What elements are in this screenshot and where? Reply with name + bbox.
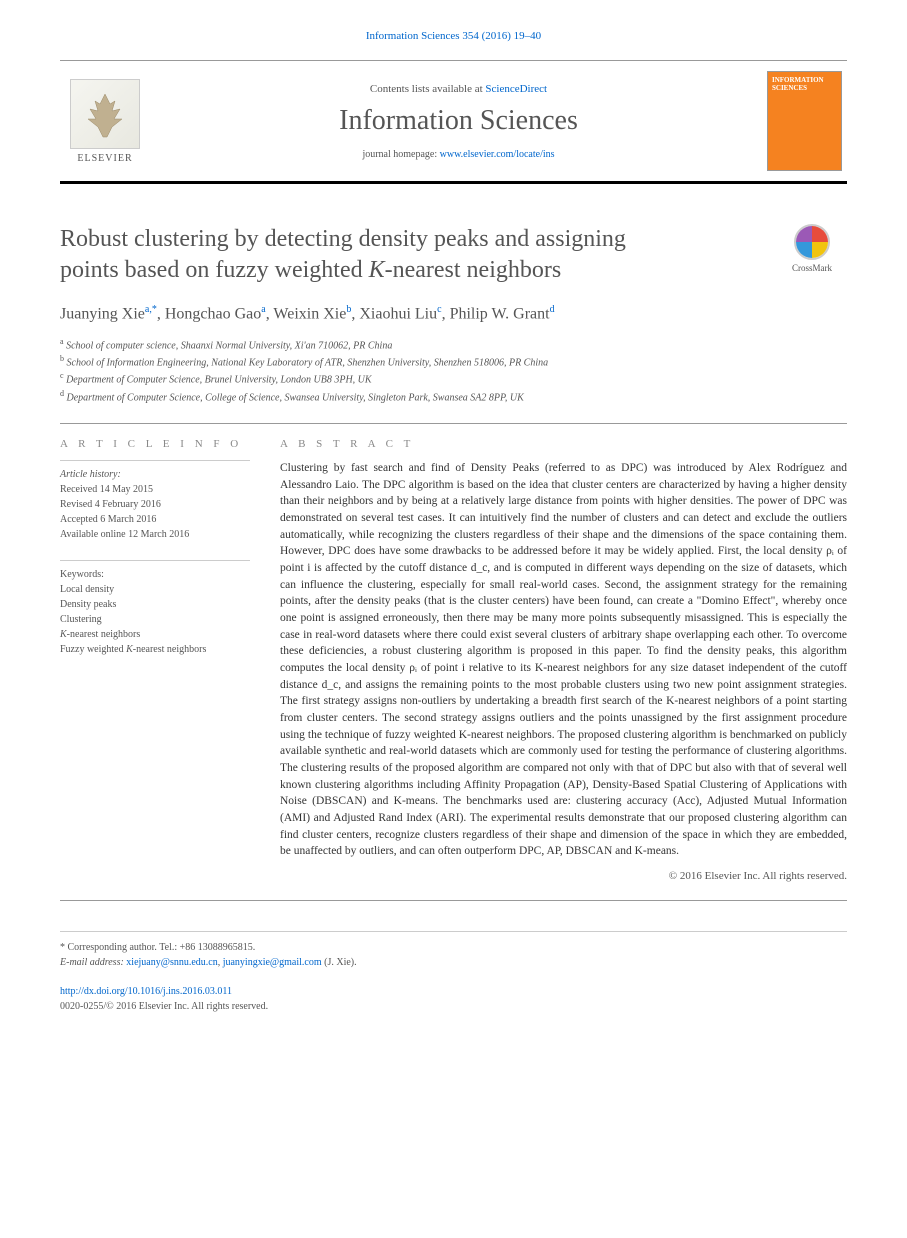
homepage-link[interactable]: www.elsevier.com/locate/ins [440,149,555,160]
history-received: Received 14 May 2015 [60,482,250,497]
title-line1: Robust clustering by detecting density p… [60,226,626,252]
paper-title: Robust clustering by detecting density p… [60,224,757,286]
abstract-heading: A B S T R A C T [280,438,847,450]
author-name: Hongchao Gao [165,306,261,323]
contents-prefix: Contents lists available at [370,83,485,95]
abstract-text: Clustering by fast search and find of De… [280,460,847,860]
sciencedirect-link[interactable]: ScienceDirect [485,83,547,95]
journal-banner: ELSEVIER Contents lists available at Sci… [60,60,847,184]
cover-title: INFORMATION SCIENCES [772,76,837,92]
history-online: Available online 12 March 2016 [60,527,250,542]
footer-block: * Corresponding author. Tel.: +86 130889… [60,931,847,1014]
banner-center: Contents lists available at ScienceDirec… [150,83,767,160]
section-divider [60,423,847,424]
keyword-item: Fuzzy weighted K-nearest neighbors [60,642,250,657]
abstract-copyright: © 2016 Elsevier Inc. All rights reserved… [280,870,847,882]
author-sup: d [550,304,555,315]
history-accepted: Accepted 6 March 2016 [60,512,250,527]
affiliation-line: d Department of Computer Science, Colleg… [60,388,847,405]
issn-line: 0020-0255/© 2016 Elsevier Inc. All right… [60,999,847,1014]
email-person: (J. Xie). [322,957,357,968]
title-italic-k: K [369,257,385,283]
title-line2-post: -nearest neighbors [385,257,562,283]
crossmark-badge[interactable]: CrossMark [777,224,847,273]
author-name: Weixin Xie [273,306,346,323]
author-name: Xiaohui Liu [359,306,437,323]
author-sup: b [346,304,351,315]
author-sup: a [261,304,265,315]
email-line: E-mail address: xiejuany@snnu.edu.cn, ju… [60,955,847,970]
author-name: Juanying Xie [60,306,145,323]
keyword-item: Local density [60,582,250,597]
author-name: Philip W. Grant [450,306,550,323]
journal-cover-block: INFORMATION SCIENCES [767,71,847,171]
abstract-col: A B S T R A C T Clustering by fast searc… [280,438,847,882]
title-line2-pre: points based on fuzzy weighted [60,257,369,283]
publisher-block: ELSEVIER [60,79,150,164]
journal-name: Information Sciences [170,105,747,137]
keyword-item: Clustering [60,612,250,627]
footer-divider [60,900,847,901]
article-info-heading: A R T I C L E I N F O [60,438,250,450]
history-block: Article history: Received 14 May 2015 Re… [60,460,250,542]
email-label: E-mail address: [60,957,126,968]
crossmark-icon [794,224,830,260]
author-sup: a,* [145,304,157,315]
crossmark-label: CrossMark [777,263,847,273]
header-citation: Information Sciences 354 (2016) 19–40 [60,30,847,42]
keywords-label: Keywords: [60,567,250,582]
homepage-prefix: journal homepage: [362,149,439,160]
homepage-line: journal homepage: www.elsevier.com/locat… [170,149,747,160]
journal-cover-thumb: INFORMATION SCIENCES [767,71,842,171]
history-revised: Revised 4 February 2016 [60,497,250,512]
contents-line: Contents lists available at ScienceDirec… [170,83,747,95]
doi-block: http://dx.doi.org/10.1016/j.ins.2016.03.… [60,984,847,1014]
info-abstract-row: A R T I C L E I N F O Article history: R… [60,438,847,882]
keyword-item: K-nearest neighbors [60,627,250,642]
authors-line: Juanying Xiea,*, Hongchao Gaoa, Weixin X… [60,304,847,323]
affiliation-line: b School of Information Engineering, Nat… [60,353,847,370]
article-info-col: A R T I C L E I N F O Article history: R… [60,438,250,882]
title-section: Robust clustering by detecting density p… [60,224,847,286]
keyword-item: Density peaks [60,597,250,612]
email-link-1[interactable]: xiejuany@snnu.edu.cn [126,957,217,968]
affiliation-line: a School of computer science, Shaanxi No… [60,336,847,353]
elsevier-tree-icon [70,79,140,149]
corresponding-author: * Corresponding author. Tel.: +86 130889… [60,940,847,955]
author-sup: c [437,304,441,315]
keywords-block: Keywords: Local densityDensity peaksClus… [60,560,250,657]
affiliations-block: a School of computer science, Shaanxi No… [60,336,847,405]
publisher-label: ELSEVIER [60,153,150,164]
history-label: Article history: [60,467,250,482]
doi-link[interactable]: http://dx.doi.org/10.1016/j.ins.2016.03.… [60,986,232,997]
affiliation-line: c Department of Computer Science, Brunel… [60,370,847,387]
email-link-2[interactable]: juanyingxie@gmail.com [223,957,322,968]
